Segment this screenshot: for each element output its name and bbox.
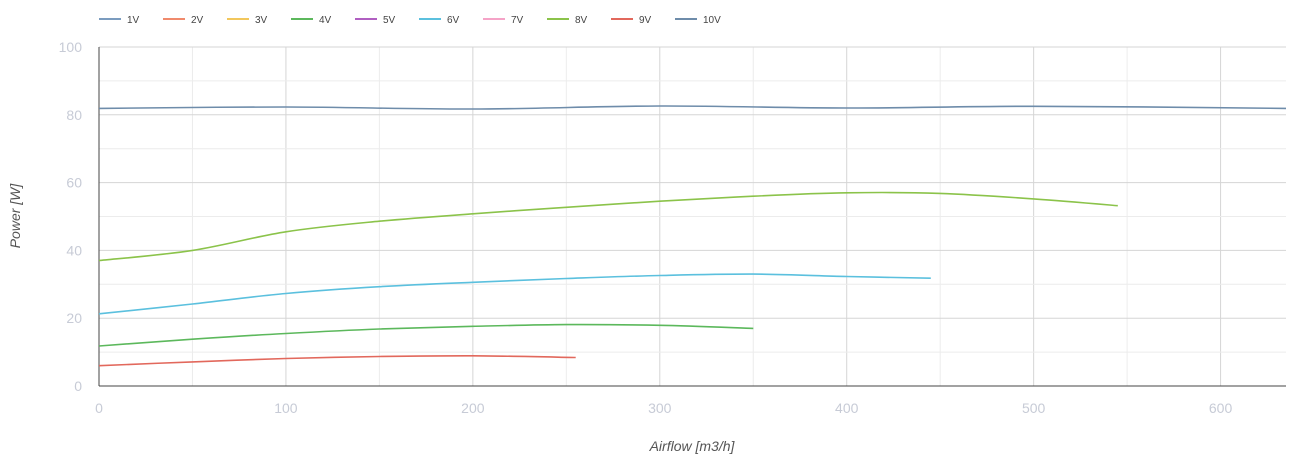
x-tick-label: 500: [1022, 400, 1046, 416]
legend-label: 6V: [447, 15, 460, 26]
legend-label: 1V: [127, 15, 140, 26]
legend-item-9V[interactable]: 9V: [611, 15, 652, 26]
x-tick-label: 300: [648, 400, 672, 416]
legend: 1V 2V 3V 4V 5V 6V 7V 8V 9V 10V: [99, 15, 721, 26]
x-tick-label: 600: [1209, 400, 1233, 416]
series-line-10V: [98, 105, 1287, 110]
y-tick-label: 20: [66, 310, 82, 326]
legend-item-7V[interactable]: 7V: [483, 15, 524, 26]
series-line-8V: [98, 191, 1118, 262]
axes: [98, 47, 1286, 387]
legend-label: 4V: [319, 15, 332, 26]
legend-label: 2V: [191, 15, 204, 26]
legend-item-3V[interactable]: 3V: [227, 15, 268, 26]
legend-item-4V[interactable]: 4V: [291, 15, 332, 26]
x-tick-label: 0: [95, 400, 103, 416]
legend-item-1V[interactable]: 1V: [99, 15, 140, 26]
legend-label: 7V: [511, 15, 524, 26]
legend-item-6V[interactable]: 6V: [419, 15, 460, 26]
legend-label: 8V: [575, 15, 588, 26]
y-tick-label: 0: [74, 378, 82, 394]
tick-labels: 0 20 40 60 80 100 0 100 200 300 400 500 600: [59, 39, 1233, 416]
grid: [98, 46, 1286, 387]
y-tick-label: 100: [59, 39, 83, 55]
y-axis-title: Power [W]: [7, 183, 23, 249]
legend-item-10V[interactable]: 10V: [675, 15, 721, 26]
x-tick-label: 400: [835, 400, 859, 416]
series-line-4V: [98, 323, 754, 347]
legend-label: 9V: [639, 15, 652, 26]
y-tick-label: 40: [66, 242, 82, 258]
legend-label: 3V: [255, 15, 268, 26]
x-axis-title: Airflow [m3/h]: [649, 438, 736, 454]
legend-item-8V[interactable]: 8V: [547, 15, 588, 26]
legend-item-2V[interactable]: 2V: [163, 15, 204, 26]
series-group: [98, 105, 1287, 367]
x-tick-label: 100: [274, 400, 298, 416]
y-tick-label: 80: [66, 107, 82, 123]
series-line-9V: [98, 354, 576, 367]
legend-item-5V[interactable]: 5V: [355, 15, 396, 26]
legend-label: 10V: [703, 15, 721, 26]
series-line-6V: [98, 273, 931, 315]
x-tick-label: 200: [461, 400, 485, 416]
y-tick-label: 60: [66, 175, 82, 191]
legend-label: 5V: [383, 15, 396, 26]
